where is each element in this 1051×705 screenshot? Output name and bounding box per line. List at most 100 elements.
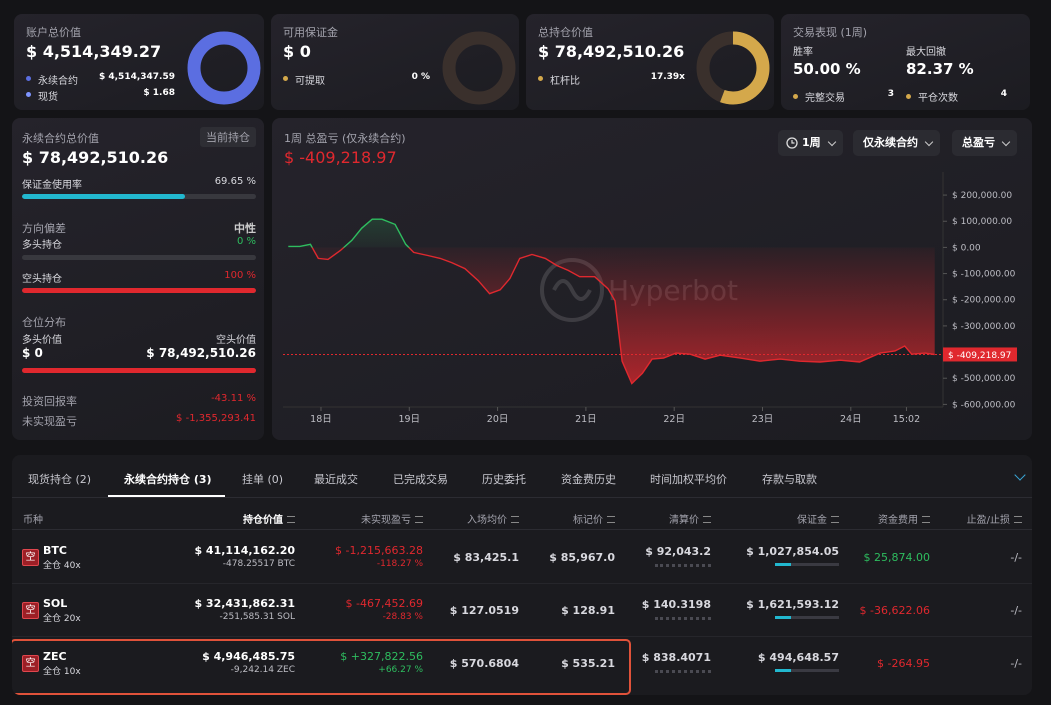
tab[interactable]: 现货持仓 (2) <box>28 473 92 486</box>
performance-card: 交易表现 (1周) 胜率 50.00 % 完整交易 3 最大回撤 82.37 % 平仓次数 4 <box>781 14 1030 110</box>
tab[interactable]: 挂单 (0) <box>242 473 284 486</box>
stat-value: 82.37 % <box>906 60 974 78</box>
label: 保证金使用率 <box>22 180 82 191</box>
column-header[interactable]: 清算价 <box>669 511 711 526</box>
side-badge: 空 <box>22 602 39 619</box>
entry-price: $ 127.0519 <box>449 604 519 617</box>
legend-name: 现货 <box>38 92 58 103</box>
entry-price: $ 83,425.1 <box>453 551 519 564</box>
column-header[interactable]: 持仓价值 <box>243 511 295 526</box>
tab[interactable]: 资金费历史 <box>561 473 616 486</box>
unrealized-pnl: $ +327,822.56 <box>340 650 423 663</box>
label: 多头持仓 <box>22 240 62 251</box>
legend-name: 完整交易 <box>805 93 845 104</box>
label: 未实现盈亏 <box>22 415 77 428</box>
label: 仓位分布 <box>22 316 66 329</box>
margin-card: 可用保证金 $ 0 可提取 0 % <box>271 14 519 110</box>
holdings-card: 总持仓价值 $ 78,492,510.26 杠杆比 17.39x <box>526 14 774 110</box>
legend-dot <box>26 76 31 81</box>
y-tick-label: $ -300,000.00 <box>952 322 1016 332</box>
tab[interactable]: 时间加权平均价 <box>650 473 727 486</box>
column-header[interactable]: 止盈/止损 <box>967 511 1022 526</box>
column-header[interactable]: 标记价 <box>573 511 615 526</box>
watermark-logo <box>552 279 592 301</box>
legend-dot <box>283 76 288 81</box>
row-divider <box>12 583 1032 584</box>
legend-value: 4 <box>1000 89 1007 99</box>
chart-title: 1周 总盈亏 (仅永续合约) <box>284 132 406 145</box>
tab[interactable]: 永续合约持仓 (3) <box>124 473 212 486</box>
x-tick-label: 15:02 <box>893 414 920 425</box>
progress-track <box>22 288 256 293</box>
current-label: $ -409,218.97 <box>948 351 1011 361</box>
card-value: $ 0 <box>283 42 311 61</box>
value: 0 % <box>236 236 256 247</box>
value: 100 % <box>224 270 256 281</box>
unrealized-pnl: $ -1,215,663.28 <box>335 544 423 557</box>
tp-sl: -/- <box>1010 551 1022 564</box>
stat-name: 最大回撤 <box>906 47 946 58</box>
column-header[interactable]: 资金费用 <box>878 511 930 526</box>
y-tick-label: $ 0.00 <box>952 243 981 253</box>
current-pnl: $ -409,218.97 <box>284 148 397 167</box>
tab[interactable]: 最近成交 <box>314 473 358 486</box>
account-card: 账户总价值 $ 4,514,349.27 永续合约 $ 4,514,347.59 现… <box>14 14 264 110</box>
mark-price: $ 128.91 <box>561 604 615 617</box>
progress-track <box>22 255 256 260</box>
card-title: 总持仓价值 <box>538 26 593 39</box>
tab-underline <box>108 495 225 497</box>
legend-value: 17.39x <box>650 72 685 82</box>
tp-sl: -/- <box>1010 604 1022 617</box>
panel-title: 永续合约总价值 <box>22 132 99 145</box>
clock-icon <box>786 137 798 149</box>
label: 投资回报率 <box>22 395 77 408</box>
coin: BTC <box>43 544 67 557</box>
tab[interactable]: 历史委托 <box>482 473 526 486</box>
position-value: $ 32,431,862.31 <box>194 597 295 610</box>
x-tick-label: 21日 <box>575 414 597 425</box>
coin: SOL <box>43 597 68 610</box>
label: 多头价值 <box>22 335 62 346</box>
x-tick-label: 22日 <box>663 414 685 425</box>
metric-dropdown[interactable]: 总盈亏 <box>952 130 1017 156</box>
tab[interactable]: 已完成交易 <box>393 473 448 486</box>
pnl-percent: +66.27 % <box>378 665 423 675</box>
label: 空头价值 <box>216 335 256 346</box>
column-header[interactable]: 币种 <box>23 515 43 526</box>
mark-price: $ 85,967.0 <box>549 551 615 564</box>
distribution-bar <box>22 368 256 373</box>
legend-dot <box>26 92 31 97</box>
x-tick-label: 23日 <box>752 414 774 425</box>
card-value: $ 78,492,510.26 <box>538 42 685 61</box>
collapse-toggle[interactable] <box>1014 469 1026 481</box>
legend-dot <box>538 76 543 81</box>
progress-track <box>22 194 256 199</box>
legend-dot <box>906 94 911 99</box>
donut <box>696 31 770 105</box>
liquidation-price: $ 838.4071 <box>641 651 711 664</box>
scope-dropdown[interactable]: 仅永续合约 <box>853 130 940 156</box>
tab[interactable]: 存款与取款 <box>762 473 817 486</box>
dropdown-label: 仅永续合约 <box>863 136 918 149</box>
pnl-area <box>288 219 935 384</box>
column-header[interactable]: 未实现盈亏 <box>361 511 423 526</box>
position-size: -251,585.31 SOL <box>219 612 295 622</box>
y-tick-label: $ -200,000.00 <box>952 296 1016 306</box>
header-divider <box>12 529 1032 530</box>
margin-mode: 全仓 40x <box>43 561 81 571</box>
margin-gauge <box>775 616 839 619</box>
stat-name: 胜率 <box>793 47 813 58</box>
margin-gauge <box>775 669 839 672</box>
side-badge: 空 <box>22 655 39 672</box>
column-header[interactable]: 保证金 <box>797 511 839 526</box>
period-dropdown[interactable]: 1周 <box>778 130 843 156</box>
funding-fee: $ 25,874.00 <box>863 551 930 564</box>
value: 69.65 % <box>214 176 256 187</box>
position-size: -9,242.14 ZEC <box>230 665 295 675</box>
margin-gauge <box>775 563 839 566</box>
position-value: $ 41,114,162.20 <box>194 544 295 557</box>
column-header[interactable]: 入场均价 <box>467 511 519 526</box>
margin: $ 1,621,593.12 <box>746 598 839 611</box>
value: $ 0 <box>22 346 43 360</box>
